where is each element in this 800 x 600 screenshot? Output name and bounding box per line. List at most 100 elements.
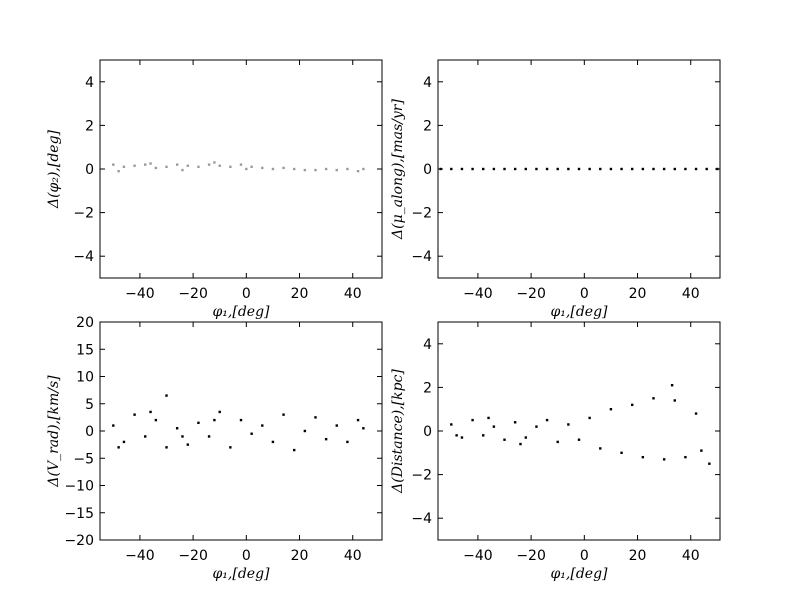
point xyxy=(117,169,120,173)
y-tick-label: 15 xyxy=(76,342,94,358)
x-tick-label: −20 xyxy=(516,548,546,564)
point xyxy=(599,447,602,450)
y-tick-label: 10 xyxy=(76,370,94,386)
point xyxy=(356,169,360,173)
point xyxy=(346,167,349,171)
point xyxy=(662,458,666,461)
point xyxy=(165,394,168,397)
point xyxy=(112,163,115,166)
point xyxy=(460,167,464,171)
point xyxy=(670,384,674,387)
y-tick-label: −4 xyxy=(73,249,94,265)
x-axis-label: φ₁,[deg] xyxy=(213,304,271,320)
point xyxy=(165,165,168,169)
x-tick-label: −20 xyxy=(178,548,208,564)
x-axis-label: φ₁,[deg] xyxy=(551,304,609,320)
point xyxy=(324,437,328,441)
x-tick-label: −40 xyxy=(125,548,155,564)
point xyxy=(239,163,243,166)
point xyxy=(133,164,136,167)
point xyxy=(362,167,365,171)
x-tick-label: 0 xyxy=(580,286,589,302)
x-tick-label: 20 xyxy=(629,286,647,302)
x-axis-label: φ₁,[deg] xyxy=(551,566,609,582)
axes-frame xyxy=(99,321,383,541)
point xyxy=(503,167,506,171)
point xyxy=(577,438,581,441)
point xyxy=(631,403,634,407)
x-tick-label: −40 xyxy=(463,548,493,564)
point xyxy=(133,413,136,416)
point xyxy=(207,435,211,438)
point xyxy=(271,167,275,171)
point xyxy=(694,167,698,171)
y-tick-label: 2 xyxy=(423,118,432,134)
point xyxy=(641,455,645,459)
point xyxy=(346,440,349,444)
point xyxy=(362,427,365,430)
point xyxy=(513,167,517,171)
point xyxy=(197,421,200,425)
y-tick-label: 2 xyxy=(423,380,432,396)
x-tick-label: 20 xyxy=(291,548,309,564)
y-tick-label: 0 xyxy=(85,424,94,440)
y-tick-label: −10 xyxy=(64,479,94,495)
point xyxy=(282,413,285,416)
point xyxy=(250,165,253,169)
point xyxy=(117,446,120,449)
point xyxy=(641,167,645,171)
x-tick-label: 40 xyxy=(682,286,700,302)
point xyxy=(684,455,687,459)
point xyxy=(293,448,296,452)
point xyxy=(652,397,655,400)
point xyxy=(556,440,559,444)
point xyxy=(609,167,613,171)
point xyxy=(197,165,200,169)
point xyxy=(122,440,126,444)
point xyxy=(482,434,485,437)
point xyxy=(455,434,458,437)
x-tick-label: 40 xyxy=(682,548,700,564)
y-tick-label: −4 xyxy=(411,511,432,527)
point xyxy=(181,435,184,438)
x-tick-label: −20 xyxy=(516,286,546,302)
point xyxy=(652,167,655,171)
point xyxy=(492,167,496,171)
y-tick-label: 4 xyxy=(85,75,94,91)
point xyxy=(154,418,158,422)
x-tick-label: −40 xyxy=(125,286,155,302)
point xyxy=(694,412,698,415)
y-tick-label: −4 xyxy=(411,249,432,265)
point xyxy=(492,425,496,428)
x-tick-label: 0 xyxy=(242,286,251,302)
y-tick-label: 5 xyxy=(85,397,94,413)
point xyxy=(487,416,490,420)
x-tick-label: 0 xyxy=(580,548,589,564)
point xyxy=(545,418,549,422)
x-tick-label: 20 xyxy=(291,286,309,302)
point xyxy=(239,418,243,422)
point xyxy=(673,167,676,171)
point xyxy=(535,167,538,171)
point xyxy=(213,161,216,164)
point xyxy=(181,168,184,172)
point xyxy=(556,167,559,171)
y-tick-label: 4 xyxy=(423,75,432,91)
point xyxy=(293,167,296,171)
point xyxy=(207,163,211,166)
x-tick-label: 20 xyxy=(629,548,647,564)
y-tick-label: −20 xyxy=(64,533,94,549)
point xyxy=(599,167,602,171)
point xyxy=(245,167,248,171)
point xyxy=(684,167,687,171)
point xyxy=(229,446,232,449)
y-tick-label: −2 xyxy=(411,468,432,484)
point xyxy=(620,167,623,171)
point xyxy=(567,167,570,171)
point xyxy=(588,167,591,171)
point xyxy=(450,423,453,426)
y-tick-label: −2 xyxy=(73,206,94,222)
point xyxy=(165,446,168,449)
point xyxy=(175,163,179,166)
